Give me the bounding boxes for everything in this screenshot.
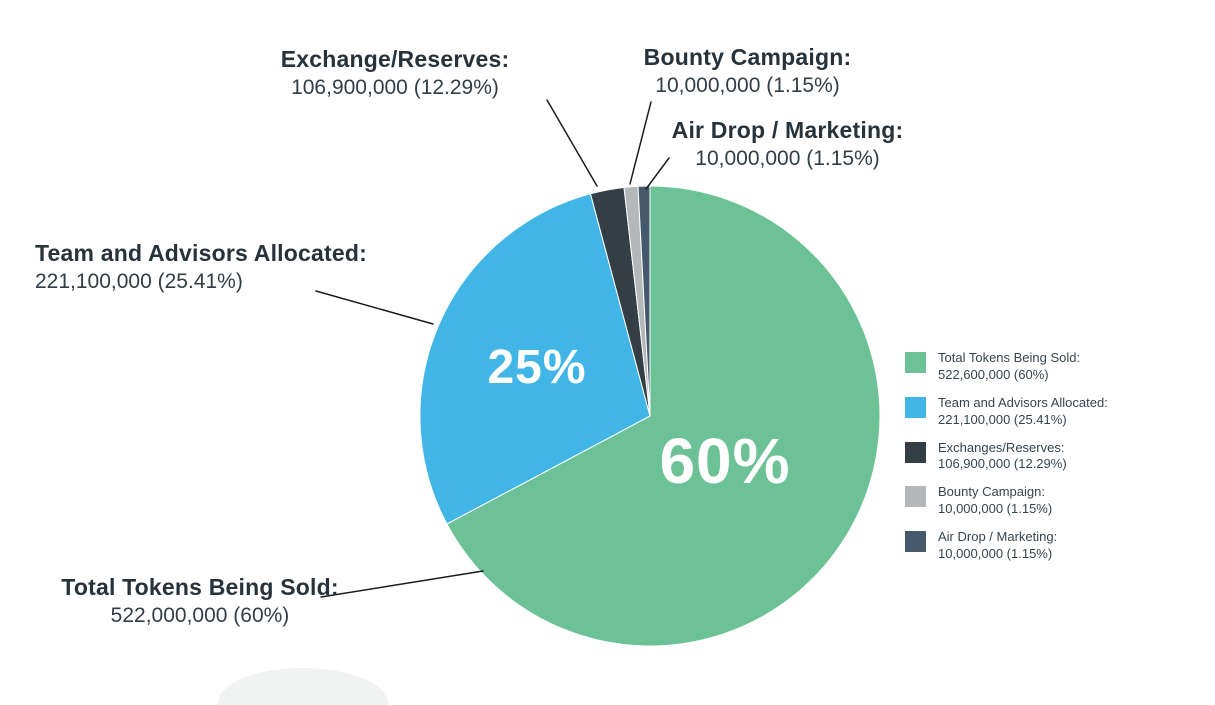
- callout-airdrop-marketing: Air Drop / Marketing: 10,000,000 (1.15%): [665, 117, 910, 172]
- callout-exchange-reserves: Exchange/Reserves: 106,900,000 (12.29%): [240, 46, 550, 101]
- legend-swatch-total-tokens: [905, 352, 926, 373]
- leader-line-airdrop-marketing: [645, 157, 670, 190]
- pie-slice-team-and-advisors: [419, 193, 651, 525]
- callout-value: 221,100,000 (25.41%): [35, 269, 243, 293]
- legend: Total Tokens Being Sold: 522,600,000 (60…: [905, 350, 1108, 563]
- legend-item-exchange-reserves: Exchanges/Reserves: 106,900,000 (12.29%): [905, 440, 1108, 474]
- slice-percent-label-team: 25%: [487, 341, 587, 394]
- legend-value: 106,900,000 (12.29%): [938, 456, 1067, 472]
- callout-title: Air Drop / Marketing:: [671, 117, 904, 143]
- pie: [419, 185, 881, 647]
- pie-slice-airdrop-marketing: [637, 185, 651, 417]
- callout-value: 522,000,000 (60%): [110, 603, 290, 627]
- legend-label: Bounty Campaign:: [938, 484, 1045, 500]
- legend-label: Exchanges/Reserves:: [938, 439, 1065, 455]
- callout-title: Bounty Campaign:: [643, 44, 852, 70]
- callout-title: Total Tokens Being Sold:: [61, 574, 339, 600]
- pie-slice-total-tokens-being-sold: [446, 185, 881, 647]
- legend-label: Team and Advisors Allocated:: [938, 394, 1108, 410]
- leader-line-total-tokens: [320, 570, 484, 598]
- legend-item-bounty-campaign: Bounty Campaign: 10,000,000 (1.15%): [905, 484, 1108, 518]
- legend-swatch-airdrop-marketing: [905, 531, 926, 553]
- callout-bounty-campaign: Bounty Campaign: 10,000,000 (1.15%): [625, 44, 870, 99]
- legend-item-airdrop-marketing: Air Drop / Marketing: 10,000,000 (1.15%): [905, 529, 1108, 563]
- slice-percent-label-total: 60%: [659, 425, 791, 497]
- callout-value: 106,900,000 (12.29%): [291, 75, 499, 99]
- legend-item-total-tokens: Total Tokens Being Sold: 522,600,000 (60…: [905, 350, 1108, 384]
- leader-line-exchange-reserves: [546, 99, 598, 187]
- legend-item-team-advisors: Team and Advisors Allocated: 221,100,000…: [905, 395, 1108, 429]
- callout-title: Team and Advisors Allocated:: [35, 240, 367, 266]
- legend-label: Air Drop / Marketing:: [938, 529, 1058, 545]
- callout-team-advisors: Team and Advisors Allocated: 221,100,000…: [35, 240, 435, 295]
- leader-lines: [315, 99, 670, 598]
- callout-value: 10,000,000 (1.15%): [655, 73, 840, 97]
- callout-value: 10,000,000 (1.15%): [695, 146, 880, 170]
- leader-line-team-advisors: [315, 290, 434, 325]
- legend-label: Total Tokens Being Sold:: [938, 350, 1081, 365]
- legend-value: 10,000,000 (1.15%): [938, 501, 1053, 517]
- legend-swatch-bounty-campaign: [905, 486, 926, 508]
- legend-swatch-exchange-reserves: [905, 441, 926, 463]
- leader-line-bounty-campaign: [629, 101, 652, 185]
- legend-value: 10,000,000 (1.15%): [938, 546, 1053, 562]
- legend-swatch-team-advisors: [905, 396, 926, 418]
- legend-value: 522,600,000 (60%): [938, 366, 1049, 382]
- callout-total-tokens: Total Tokens Being Sold: 522,000,000 (60…: [60, 574, 340, 629]
- legend-value: 221,100,000 (25.41%): [938, 411, 1067, 427]
- callout-title: Exchange/Reserves:: [280, 46, 510, 72]
